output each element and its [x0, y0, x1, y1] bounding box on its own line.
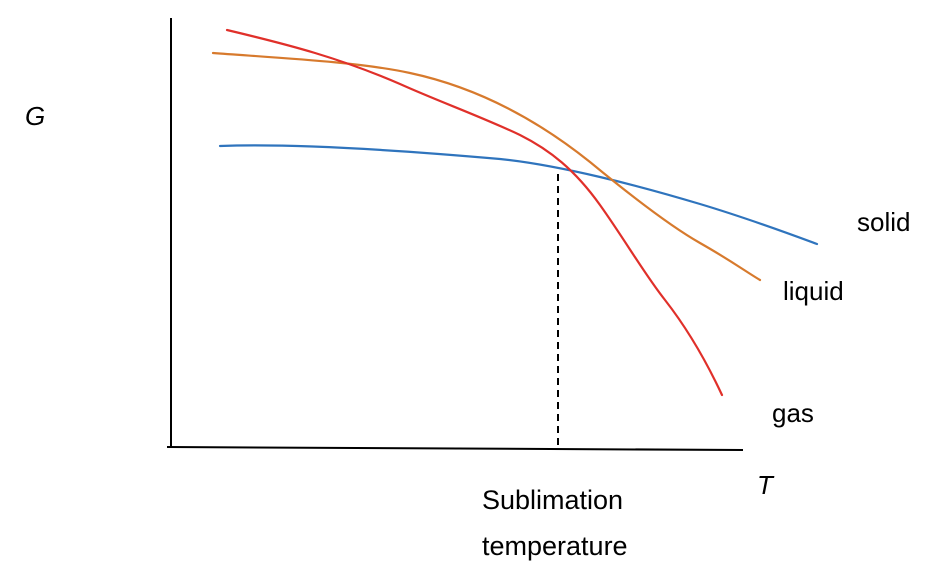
- series-label-solid: solid: [857, 207, 911, 237]
- series-gas-line: [225, 28, 724, 397]
- y-axis-label: G: [25, 101, 46, 131]
- series-label-gas: gas: [772, 398, 814, 428]
- x-axis-label: T: [757, 470, 773, 500]
- sublimation-label-line2: temperature: [482, 531, 628, 561]
- sublimation-label-line1: Sublimation: [482, 485, 624, 515]
- x-axis: [166, 446, 744, 451]
- series-label-liquid: liquid: [783, 276, 844, 306]
- sublimation-temperature-label: Sublimation temperature: [482, 477, 628, 569]
- series-solid-line: [218, 144, 819, 246]
- series-liquid-line: [211, 51, 762, 282]
